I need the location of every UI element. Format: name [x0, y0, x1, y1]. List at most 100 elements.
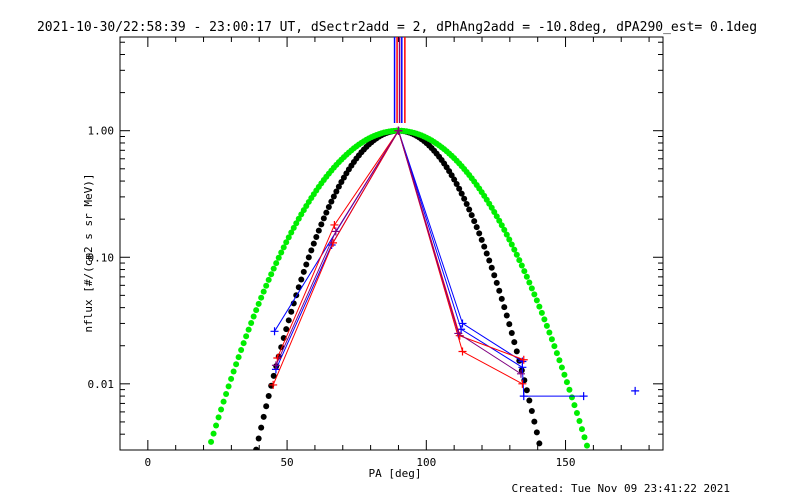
fit-curve-dot	[511, 246, 518, 253]
fit-curve-dot	[536, 440, 543, 447]
x-tick-label: 100	[416, 456, 436, 469]
fit-curve-dot	[563, 379, 570, 386]
fit-curve-dot	[498, 222, 505, 229]
fit-curve-dot	[466, 206, 473, 213]
fit-curve-dot	[488, 264, 495, 271]
fit-curve-dot	[215, 414, 222, 421]
y-tick-label: 0.10	[88, 251, 115, 264]
fit-curve-dot	[305, 254, 312, 261]
fit-curve-dot	[285, 317, 292, 324]
fit-curve-dot	[280, 244, 287, 251]
fit-curve-dot	[303, 261, 310, 268]
fit-curve-dot	[250, 313, 257, 320]
fit-curve-dot	[338, 179, 345, 186]
fit-curve-dot	[511, 339, 518, 346]
fit-curve-dot	[333, 188, 340, 195]
fit-curve-dot	[265, 276, 272, 283]
fit-curve-dot	[230, 368, 237, 375]
x-tick-label: 150	[556, 456, 576, 469]
data-point-marker	[516, 369, 525, 378]
fit-curve-dot	[263, 403, 270, 410]
fit-curve-dot	[516, 257, 523, 264]
fit-curve-dot	[318, 221, 325, 228]
fit-curve-dot	[255, 435, 262, 442]
fit-curve-dot	[573, 410, 580, 417]
fit-curve-dot	[248, 319, 255, 326]
data-point-marker	[273, 353, 282, 362]
fit-curve-dot	[533, 297, 540, 304]
fit-curve-dot	[283, 239, 290, 246]
data-point-marker	[631, 386, 640, 395]
fit-curve-dot	[496, 287, 503, 294]
fit-curve-dot	[298, 276, 305, 283]
fit-curve-dot	[493, 213, 500, 220]
fit-curve-dot	[273, 260, 280, 267]
data-point-marker	[518, 363, 527, 372]
fit-curve-dot	[578, 426, 585, 433]
fit-curve-dot	[285, 234, 292, 241]
y-tick-label: 1.00	[88, 125, 115, 138]
x-axis-label: PA [deg]	[369, 467, 422, 480]
fit-curve-dot	[213, 422, 220, 429]
fit-curve-dot	[228, 375, 235, 382]
fit-curve-dot	[328, 198, 335, 205]
fit-curve-dot	[506, 236, 513, 243]
y-axis-label: nflux [#/(cm2 s sr MeV)]	[82, 174, 95, 333]
fit-curve-dot	[325, 204, 332, 211]
fit-curve-dot	[323, 209, 330, 216]
fit-curve-dot	[238, 347, 245, 354]
y-tick-label: 0.01	[88, 378, 115, 391]
fit-curve-dot	[523, 387, 530, 394]
data-point-marker	[331, 227, 340, 236]
fit-curve-dot	[491, 272, 498, 279]
fit-curve-dot	[503, 231, 510, 238]
fit-curve-dot	[528, 285, 535, 292]
fit-curve-dot	[263, 282, 270, 289]
fit-curve-dot	[508, 241, 515, 248]
fit-curve-dot	[275, 254, 282, 261]
fit-curve-dot	[478, 236, 485, 243]
fit-curve-dot	[568, 394, 575, 401]
fit-curve-dot	[223, 390, 230, 397]
fit-curve-dot	[498, 295, 505, 302]
fit-curve-dot	[561, 371, 568, 378]
fit-curve-dot	[458, 190, 465, 197]
fit-curve-dot	[521, 268, 528, 275]
fit-curve-dot	[300, 268, 307, 275]
fit-curve-dot	[476, 230, 483, 237]
fit-curve-dot	[220, 398, 227, 405]
fit-curve-dot	[295, 215, 302, 222]
fit-curve-dot	[551, 343, 558, 350]
series-line	[275, 129, 584, 397]
fit-curve-dot	[571, 402, 578, 409]
plot-frame	[119, 36, 664, 451]
fit-curve-dot	[513, 348, 520, 355]
data-point-marker	[457, 325, 466, 334]
fit-curve-dot	[566, 386, 573, 393]
fit-curve-dot	[451, 176, 458, 183]
fit-curve-dot	[260, 413, 267, 420]
fit-curve-dot	[493, 279, 500, 286]
creation-footer: Created: Tue Nov 09 23:41:22 2021	[511, 482, 730, 495]
fit-curve-dot	[235, 354, 242, 361]
fit-curve-dot	[293, 220, 300, 227]
fit-curve-dot	[253, 446, 260, 450]
fit-curve-dot	[463, 201, 470, 208]
fit-curve-dot	[240, 340, 247, 347]
fit-curve-dot	[208, 438, 215, 445]
fit-curve-dot	[258, 424, 265, 431]
fit-curve-dot	[536, 303, 543, 310]
fit-curve-dot	[576, 417, 583, 424]
fit-curve-dot	[313, 233, 320, 240]
data-point-marker	[330, 220, 339, 229]
fit-curve-dot	[278, 249, 285, 256]
fit-curve-dot	[553, 350, 560, 357]
fit-curve-dot	[268, 271, 275, 278]
fit-curve-dot	[233, 361, 240, 368]
fit-curve-dot	[270, 372, 277, 379]
fit-curve-dot	[508, 330, 515, 337]
fit-curve-dot	[558, 364, 565, 371]
data-point-marker	[519, 392, 528, 401]
fit-curve-dot	[583, 442, 590, 449]
